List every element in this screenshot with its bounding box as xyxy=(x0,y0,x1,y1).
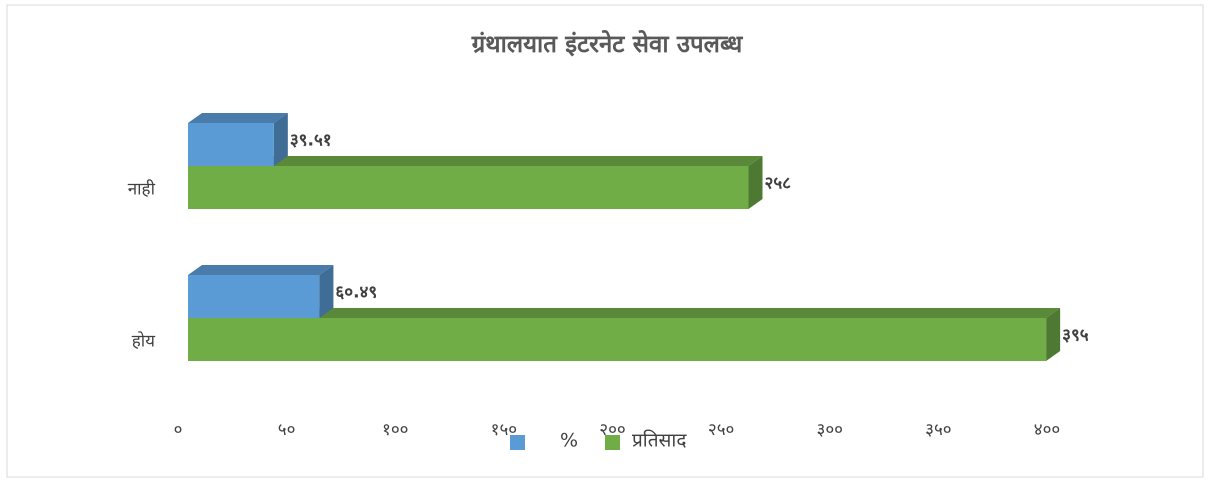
chart-border xyxy=(6,4,1204,478)
bar xyxy=(188,123,274,166)
bar-top xyxy=(188,265,334,275)
bar-side xyxy=(273,113,288,166)
x-tick-label: २५० xyxy=(708,420,735,440)
legend-swatch xyxy=(605,435,620,450)
bar-side xyxy=(319,265,334,318)
legend-swatch xyxy=(510,435,525,450)
bar xyxy=(188,318,1047,361)
bar xyxy=(188,275,320,318)
data-label: ६०.४९ xyxy=(335,283,377,303)
data-label: ३९५ xyxy=(1062,326,1089,346)
data-label: ३९.५१ xyxy=(290,131,332,151)
bar xyxy=(188,166,749,209)
bar-top xyxy=(188,308,1061,318)
bar-side xyxy=(1046,308,1061,361)
x-tick-label: ५० xyxy=(278,420,296,440)
x-tick-label: ० xyxy=(174,420,183,440)
legend-label: प्रतिसाद xyxy=(632,429,687,452)
bar-top xyxy=(188,156,763,166)
x-tick-label: ३५० xyxy=(925,420,952,440)
bar-top xyxy=(188,113,288,123)
y-tick-label: होय xyxy=(132,331,156,352)
legend-label: % xyxy=(560,430,578,452)
x-tick-label: ४०० xyxy=(1034,420,1061,440)
bar-side xyxy=(748,156,763,209)
chart-title: ग्रंथालयात इंटरनेट सेवा उपलब्ध xyxy=(471,30,744,58)
x-tick-label: ३०० xyxy=(816,420,843,440)
y-tick-label: नाही xyxy=(128,179,156,200)
data-label: २५८ xyxy=(765,174,792,194)
x-tick-label: १०० xyxy=(382,420,409,440)
